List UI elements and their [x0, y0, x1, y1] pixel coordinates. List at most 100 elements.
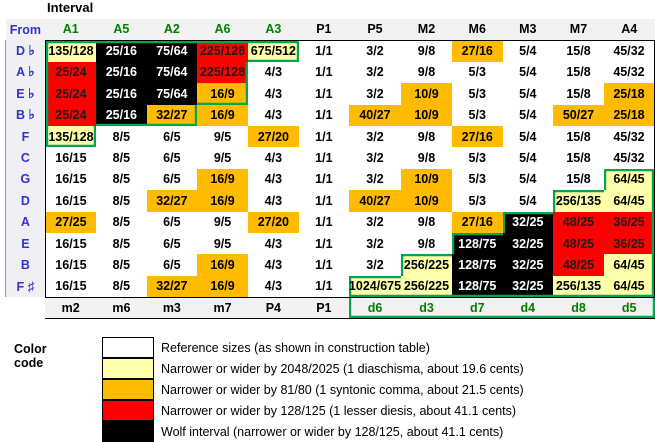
- row-label-G: G: [5, 168, 46, 191]
- ratio-cell: 1024/675: [348, 275, 402, 298]
- ratio-cell: 135/128: [45, 40, 97, 62]
- column-footer-d8: d8: [553, 296, 604, 319]
- column-footer-d7: d7: [451, 296, 503, 319]
- ratio-cell: 1/1: [298, 40, 349, 62]
- ratio-cell: 5/3: [451, 83, 503, 105]
- ratio-cell: 25/16: [96, 61, 147, 84]
- ratio-cell: 128/75: [451, 232, 503, 255]
- ratio-cell: 27/16: [451, 40, 503, 62]
- ratio-cell: 1/1: [298, 125, 349, 148]
- row-label-C: C: [5, 147, 46, 169]
- ratio-cell: 25/18: [603, 83, 655, 105]
- ratio-cell: 32/25: [502, 232, 554, 255]
- ratio-cell: 16/15: [45, 232, 97, 255]
- ratio-cell: 5/3: [451, 104, 503, 126]
- row-label-F: F: [5, 125, 46, 148]
- ratio-cell: 10/9: [401, 168, 452, 191]
- ratio-cell: 8/5: [96, 125, 147, 148]
- ratio-cell: 3/2: [348, 147, 402, 169]
- column-footer-P1: P1: [298, 296, 349, 319]
- ratio-cell: 15/8: [553, 40, 604, 62]
- ratio-cell: 27/16: [451, 125, 503, 148]
- table-row: A 27/25 8/5 6/5 9/5 27/20 1/1 3/2 9/8 27/16 32/25 4…: [5, 211, 655, 233]
- ratio-cell: 32/27: [146, 275, 198, 298]
- column-header-M6: M6: [451, 19, 503, 41]
- ratio-cell: 32/25: [502, 211, 554, 233]
- ratio-cell: 45/32: [603, 61, 655, 84]
- ratio-cell: 48/25: [553, 232, 604, 255]
- ratio-cell: 256/225: [401, 254, 452, 276]
- column-header-M3: M3: [502, 19, 554, 41]
- ratio-cell: 9/8: [401, 40, 452, 62]
- ratio-cell: 4/3: [247, 83, 299, 105]
- table-row: F ♯ 16/15 8/5 32/27 16/9 4/3 1/1 1024/675 256/22…: [5, 275, 655, 298]
- ratio-cell: 5/4: [502, 61, 554, 84]
- legend-row: Narrower or wider by 81/80 (1 syntonic c…: [102, 379, 524, 400]
- ratio-cell: 9/8: [401, 147, 452, 169]
- ratio-cell: 3/2: [348, 232, 402, 255]
- ratio-cell: 5/3: [451, 61, 503, 84]
- ratio-cell: 45/32: [603, 147, 655, 169]
- table-body: D ♭ 135/128 25/16 75/64 225/128 675/512 1/1 3/2…: [5, 40, 655, 298]
- row-label-A-acc: A ♭: [5, 61, 46, 84]
- ratio-cell: 3/2: [348, 254, 402, 276]
- ratio-cell: 9/5: [197, 125, 248, 148]
- ratio-cell: 10/9: [401, 104, 452, 126]
- ratio-cell: 128/75: [451, 254, 503, 276]
- ratio-cell: 3/2: [348, 168, 402, 191]
- ratio-cell: 32/27: [146, 190, 198, 212]
- ratio-cell: 5/3: [451, 190, 503, 212]
- ratio-cell: 27/20: [247, 211, 299, 233]
- ratio-cell: 4/3: [247, 168, 299, 191]
- column-header-M2: M2: [401, 19, 452, 41]
- column-footer-d3: d3: [401, 296, 452, 319]
- table-row: B ♭ 25/24 25/16 32/27 16/9 4/3 1/1 40/27 10/9 5/3…: [5, 104, 655, 126]
- ratio-cell: 16/15: [45, 275, 97, 298]
- ratio-cell: 1/1: [298, 104, 349, 126]
- column-footer-m6: m6: [96, 296, 147, 319]
- ratio-cell: 1/1: [298, 168, 349, 191]
- ratio-cell: 15/8: [553, 147, 604, 169]
- footer-corner-spacer: [5, 297, 46, 319]
- ratio-cell: 48/25: [553, 254, 604, 276]
- ratio-cell: 16/9: [197, 104, 248, 126]
- legend-title: Color code: [14, 342, 47, 370]
- ratio-cell: 10/9: [401, 190, 452, 212]
- ratio-cell: 8/5: [96, 211, 147, 233]
- ratio-cell: 3/2: [348, 61, 402, 84]
- table-row: F 135/128 8/5 6/5 9/5 27/20 1/1 3/2 9/8 27/16 5/4 1…: [5, 125, 655, 148]
- column-header-P5: P5: [348, 19, 402, 41]
- legend-label: Reference sizes (as shown in constructio…: [161, 340, 430, 355]
- ratio-cell: 48/25: [553, 211, 604, 233]
- legend-row: Narrower or wider by 2048/2025 (1 diasch…: [102, 358, 524, 379]
- ratio-cell: 16/15: [45, 168, 97, 191]
- ratio-cell: 128/75: [451, 275, 503, 298]
- ratio-cell: 15/8: [553, 83, 604, 105]
- ratio-cell: 1/1: [298, 232, 349, 255]
- ratio-cell: 8/5: [96, 168, 147, 191]
- ratio-cell: 5/4: [502, 190, 554, 212]
- column-footer-d4: d4: [502, 296, 554, 319]
- ratio-cell: 8/5: [96, 147, 147, 169]
- ratio-cell: 45/32: [603, 125, 655, 148]
- table-row: D 16/15 8/5 32/27 16/9 4/3 1/1 40/27 10/9 5/3 5/4 2…: [5, 190, 655, 212]
- ratio-cell: 4/3: [247, 147, 299, 169]
- table-row: B 16/15 8/5 6/5 16/9 4/3 1/1 3/2 256/225 128/75 32…: [5, 254, 655, 276]
- ratio-cell: 225/128: [197, 40, 248, 62]
- ratio-cell: 6/5: [146, 211, 198, 233]
- ratio-cell: 675/512: [247, 40, 299, 62]
- legend-color-swatch: [102, 337, 154, 358]
- ratio-cell: 4/3: [247, 104, 299, 126]
- legend-rows: Reference sizes (as shown in constructio…: [102, 337, 524, 442]
- ratio-cell: 1/1: [298, 254, 349, 276]
- legend-label: Narrower or wider by 81/80 (1 syntonic c…: [161, 382, 524, 397]
- row-label-E-acc: E ♭: [5, 83, 46, 105]
- ratio-cell: 1/1: [298, 83, 349, 105]
- ratio-cell: 10/9: [401, 83, 452, 105]
- ratio-cell: 25/16: [96, 104, 147, 126]
- ratio-cell: 5/4: [502, 104, 554, 126]
- column-footer-m3: m3: [146, 296, 198, 319]
- legend-label: Wolf interval (narrower or wider by 128/…: [161, 424, 504, 439]
- ratio-cell: 16/15: [45, 254, 97, 276]
- column-header-P1: P1: [298, 19, 349, 41]
